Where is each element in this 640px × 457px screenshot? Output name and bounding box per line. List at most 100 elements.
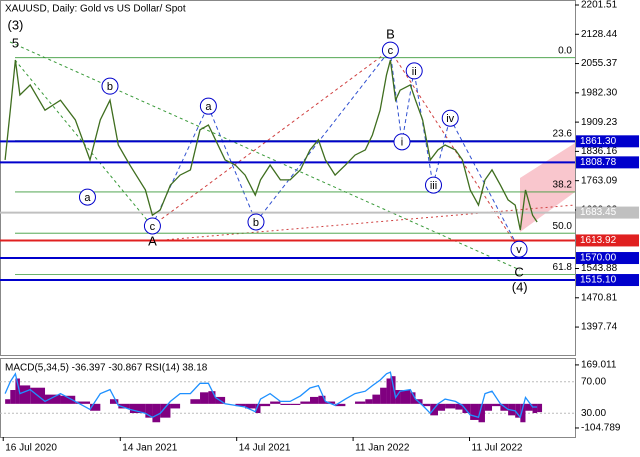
y-tick-label: 1909.23: [581, 117, 618, 128]
macd-bar: [515, 403, 521, 418]
level-label-box: [576, 156, 639, 169]
y-tick-label: 169.011: [581, 360, 617, 371]
macd-bar: [5, 399, 11, 404]
macd-bar: [235, 403, 246, 407]
wave-marker: [143, 217, 161, 235]
macd-bar: [19, 385, 31, 404]
macd-bar: [520, 403, 526, 423]
macd-bar: [492, 403, 501, 407]
macd-bar: [90, 403, 101, 411]
level-label-box: [576, 206, 639, 219]
macd-bar: [478, 403, 485, 423]
wave-label: (4): [512, 279, 528, 294]
wave-label: c: [150, 221, 156, 233]
wave-marker: [78, 188, 96, 206]
y-tick-label: 1397.74: [581, 322, 618, 333]
macd-bar: [290, 403, 301, 405]
target-zone: [520, 143, 575, 232]
wave-marker: [393, 133, 411, 151]
macd-bar: [129, 403, 146, 414]
wave-label: a: [205, 101, 212, 113]
macd-bar: [245, 403, 256, 409]
wave-label: iii: [430, 180, 437, 192]
wave-marker: [425, 176, 443, 194]
macd-bar: [462, 403, 471, 414]
fib-label: 38.2: [553, 180, 573, 191]
macd-bar: [280, 403, 291, 405]
macd-bar: [10, 390, 16, 404]
wave-label: A: [148, 234, 157, 249]
macd-bar: [455, 403, 463, 410]
fib-label: 50.0: [553, 221, 573, 232]
y-tick-label: 1982.30: [581, 87, 618, 98]
wave-marker: [199, 97, 217, 115]
macd-bar: [145, 403, 153, 418]
macd-bar: [422, 403, 431, 407]
macd-bar: [15, 378, 20, 404]
wave-lines: [9, 41, 576, 271]
level-label: 1683.45: [580, 207, 617, 218]
level-label-box: [576, 234, 639, 247]
main-frame: [0, 0, 576, 356]
x-tick-label: 14 Jan 2021: [122, 443, 177, 454]
level-label: 1570.00: [580, 253, 617, 264]
y-tick-label: 70.00: [581, 376, 606, 387]
macd-bar: [484, 403, 493, 411]
indicator-title: MACD(5,34,5) -36.397 -30.867 RSI(14) 38.…: [5, 363, 208, 374]
x-tick-label: 11 Jan 2022: [355, 443, 410, 454]
macd-bar: [525, 403, 533, 411]
wave-marker: [247, 213, 265, 231]
fib-label: 61.8: [553, 262, 573, 273]
fib-label: 0.0: [558, 45, 572, 56]
wave-marker: [101, 77, 119, 95]
macd-bar: [470, 403, 479, 420]
fib-label: 23.6: [553, 128, 573, 139]
wave-label: b: [107, 81, 113, 93]
macd-bar: [430, 403, 439, 416]
wave-label: i: [401, 137, 403, 149]
wave-label: B: [386, 26, 395, 41]
chart-title: XAUUSD, Daily: Gold vs US Dollar/ Spot: [5, 4, 186, 15]
y-tick-label: 1836.16: [581, 146, 618, 157]
macd-bar: [109, 399, 119, 404]
macd-bar: [208, 391, 216, 404]
wave-marker: [405, 62, 423, 80]
wave-marker: [381, 41, 399, 59]
wave-label: ii: [412, 66, 417, 78]
macd-bar: [160, 403, 171, 418]
macd-bar: [318, 395, 326, 404]
macd-bar: [45, 394, 61, 404]
macd-bar: [386, 378, 391, 404]
indicator-frame: [0, 358, 576, 438]
macd-bar: [60, 395, 76, 404]
level-label-box: [576, 135, 639, 148]
macd-bar: [380, 387, 387, 404]
macd-bar: [395, 390, 401, 404]
y-tick-label: 1543.88: [581, 263, 618, 274]
level-label: 1613.92: [580, 235, 617, 246]
macd-bar: [260, 403, 271, 407]
wave-label: c: [388, 45, 394, 57]
macd-bar: [170, 403, 181, 409]
level-label: 1861.30: [580, 136, 617, 147]
macd-bar: [300, 401, 311, 404]
macd-bar: [537, 403, 543, 413]
macd-bar: [372, 394, 381, 404]
wave-line: [151, 204, 576, 242]
wave-label: iv: [446, 113, 454, 125]
macd-bar: [355, 401, 366, 404]
macd-bar: [335, 403, 346, 407]
macd-bar: [365, 399, 373, 404]
level-label-box: [576, 252, 639, 265]
macd-bar: [438, 403, 446, 411]
macd-bar: [532, 403, 538, 414]
y-tick-label: 30.00: [581, 408, 606, 419]
y-tick-label: -104.789: [581, 423, 621, 434]
wave-line: [151, 49, 391, 227]
macd-bar: [75, 401, 91, 404]
rsi-line: [4, 371, 538, 419]
wave-line: [389, 49, 520, 250]
x-tick-label: 16 Jul 2020: [5, 443, 57, 454]
macd-bar: [200, 392, 209, 404]
wave-label: a: [84, 192, 91, 204]
